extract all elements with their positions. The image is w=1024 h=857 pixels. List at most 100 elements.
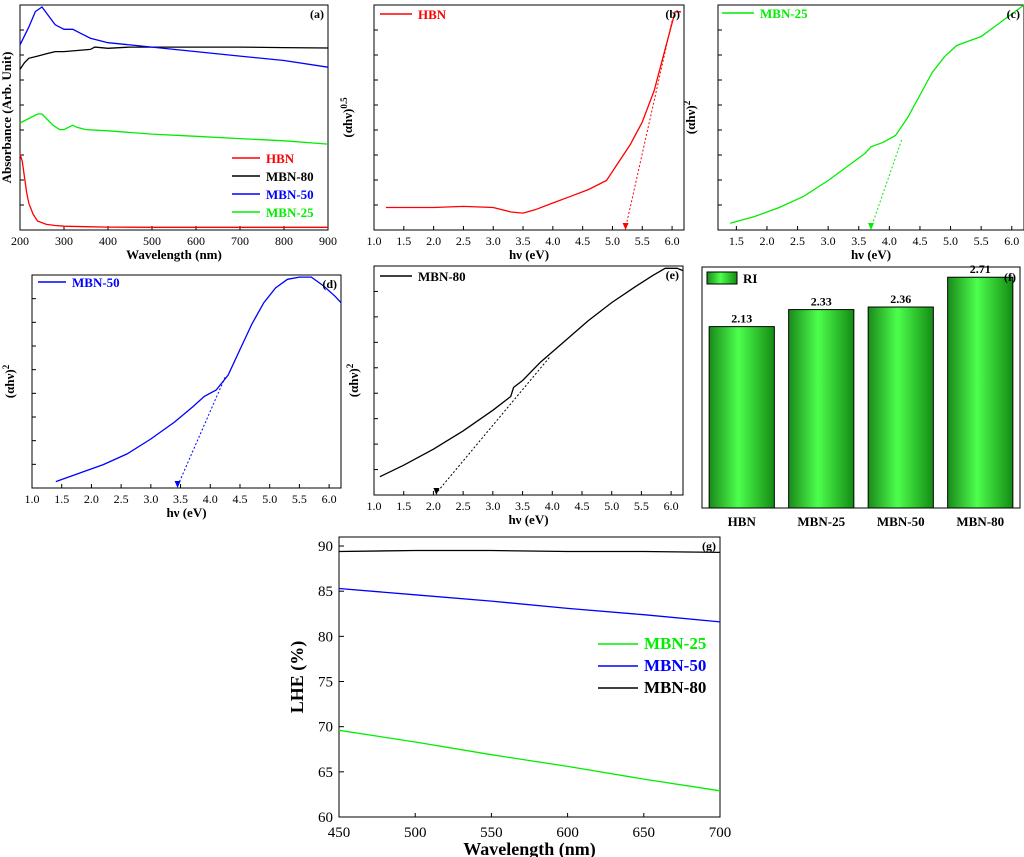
x-tick-label: 5.0 [262,492,277,506]
bar-value-label: 2.36 [890,292,911,306]
legend-label-mbn-50: MBN-50 [644,656,706,675]
series-line-mbn-80 [19,46,329,70]
x-tick-label: 5.5 [974,234,989,248]
fit-line [870,139,903,229]
x-tick-label: MBN-50 [877,514,925,529]
x-tick-label: 3.5 [851,234,866,248]
panel-c: 1.5 2.0 2.5 3.0 3.5 4.0 4.5 5.0 5.5 6.0 (c) hν (eV)… [682,4,1024,262]
x-tick-label: 3.5 [173,492,188,506]
panel-label: (g) [702,539,716,553]
fit-line [625,20,673,229]
series-line-mbn-80 [338,549,721,554]
series-line-mbn-50 [19,6,329,68]
panel-d: 1.0 1.5 2.0 2.5 3.0 3.5 4.0 4.5 5.0 5.5 6.0 (d) hν (… [1,274,342,520]
x-tick-label: 5.5 [634,499,649,513]
x-tick-label: 4.0 [882,234,897,248]
x-tick-label: 2.5 [790,234,805,248]
x-tick-label: 650 [633,825,656,841]
legend-label-hbn: HBN [418,7,447,22]
x-tick-label: 800 [275,234,293,248]
x-tick-label: 6.0 [1004,234,1019,248]
x-tick-label: 500 [404,825,427,841]
y-tick-label: 75 [318,675,333,691]
fit-line [436,357,550,494]
x-tick-label: 2.5 [114,492,129,506]
x-tick-label: 3.5 [516,234,531,248]
x-tick-label: 700 [709,825,732,841]
x-tick-label: 900 [319,234,337,248]
legend-label-ri: RI [743,271,757,286]
x-tick-label: 5.5 [292,492,307,506]
x-tick-label: 600 [187,234,205,248]
x-tick-label: 3.0 [486,234,501,248]
x-tick-label: 6.0 [322,492,337,506]
x-tick-label: 6.0 [664,499,679,513]
bar-mbn-25 [788,309,855,509]
band-gap-arrow [433,488,440,495]
series-line-mbn-25 [19,113,329,145]
panel-label: (f) [1004,270,1016,284]
panel-label: (d) [322,277,337,291]
x-axis-label: Wavelength (nm) [463,839,596,857]
panel-b: 1.0 1.5 2.0 2.5 3.0 3.5 4.0 4.5 5.0 5.5 6.0 (b) hν (… [339,4,685,262]
legend-swatch [706,271,738,285]
x-tick-label: 4.5 [912,234,927,248]
x-tick-label: 1.5 [396,234,411,248]
legend-label-mbn-25: MBN-25 [760,6,808,21]
legend-label-mbn-25: MBN-25 [644,634,706,653]
plot-frame-c [717,4,1024,231]
series-line-mbn-50 [55,276,342,483]
y-axis-label: (αhν)2 [345,363,361,397]
y-tick-label: 80 [318,629,333,645]
legend-label-mbn-50: MBN-50 [266,187,314,202]
bar-value-label: 2.33 [811,295,832,309]
band-gap-arrow [622,223,629,230]
x-tick-label: 300 [55,234,73,248]
plot-frame-e [373,265,684,496]
x-axis-label: Wavelength (nm) [126,247,222,262]
x-tick-label: 4.5 [232,492,247,506]
panel-e: 1.0 1.5 2.0 2.5 3.0 3.5 4.0 4.5 5.0 5.5 6.0 (e) hν (… [345,265,684,527]
panel-label: (e) [666,268,679,282]
series-line-mbn-50 [338,587,721,623]
panel-label: (a) [310,7,324,21]
y-tick-label: 65 [318,765,333,781]
y-tick-label: 85 [318,584,333,600]
series-line-hbn [385,11,681,214]
x-tick-label: 5.0 [943,234,958,248]
series-line-mbn-25 [338,729,721,792]
series-line-mbn-25 [730,4,1024,224]
bar-value-label: 2.71 [970,262,991,276]
legend-label-hbn: HBN [266,151,295,166]
legend-label-mbn-25: MBN-25 [266,205,314,220]
x-tick-label: 1.5 [729,234,744,248]
x-tick-label: 3.0 [143,492,158,506]
x-tick-label: 5.0 [604,499,619,513]
x-tick-label: 1.5 [54,492,69,506]
y-axis-label: (αhν)2 [1,364,17,398]
x-tick-label: 2.5 [456,234,471,248]
bar-hbn [708,326,775,509]
panel-label: (c) [1007,7,1020,21]
y-tick-label: 70 [318,720,333,736]
x-tick-label: 200 [11,234,29,248]
x-tick-label: 500 [143,234,161,248]
band-gap-arrow [868,223,874,230]
x-tick-label: 5.5 [635,234,650,248]
y-tick-label: 90 [318,539,333,555]
plot-frame-b [373,4,685,231]
y-axis-label: LHE (%) [287,641,308,714]
x-tick-label: 2.0 [426,499,441,513]
x-tick-label: 2.5 [456,499,471,513]
band-gap-arrow [174,481,181,488]
x-axis-label: hν (eV) [166,505,206,520]
plot-frame-f [701,266,1021,509]
plot-frame-g [338,536,721,818]
x-tick-label: 4.5 [574,499,589,513]
x-tick-label: 3.0 [485,499,500,513]
x-tick-label: 2.0 [759,234,774,248]
x-tick-label: 1.0 [25,492,40,506]
x-tick-label: 6.0 [665,234,680,248]
panel-a: 200 300 400 500 600 700 800 900 (a) Wavelength (n… [0,4,337,262]
